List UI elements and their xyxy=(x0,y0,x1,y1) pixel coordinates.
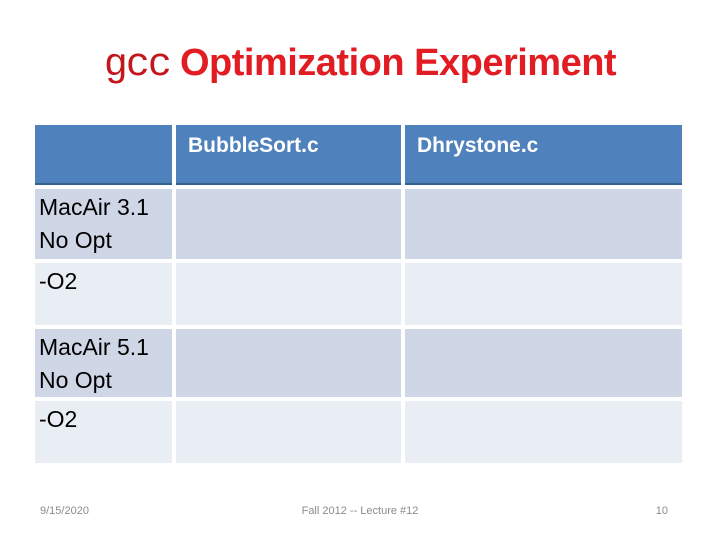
row-label-line: -O2 xyxy=(39,406,78,432)
row-label-macair31-noopt: MacAir 3.1 No Opt xyxy=(35,189,172,259)
title-text: Optimization Experiment xyxy=(179,42,617,84)
table-header-bubblesort: BubbleSort.c xyxy=(176,125,401,185)
results-table: BubbleSort.c Dhrystone.c MacAir 3.1 No O… xyxy=(35,125,682,463)
row-label-line: No Opt xyxy=(39,227,112,253)
table-header-empty xyxy=(35,125,172,185)
row-label-macair51-o2: -O2 xyxy=(35,401,172,463)
row-label-line: No Opt xyxy=(39,367,112,393)
row-label-line: -O2 xyxy=(39,268,78,294)
table-cell-bubblesort-macair51-o2 xyxy=(176,401,401,463)
table-cell-bubblesort-macair31 xyxy=(176,189,401,259)
title-code-gcc: gcc xyxy=(103,43,172,88)
row-label-line: MacAir 5.1 xyxy=(39,334,149,360)
table-cell-bubblesort-macair51 xyxy=(176,329,401,397)
footer-date: 9/15/2020 xyxy=(40,505,89,517)
row-label-macair31-o2: -O2 xyxy=(35,263,172,325)
table-cell-dhrystone-macair31-o2 xyxy=(405,263,682,325)
table-cell-dhrystone-macair51-o2 xyxy=(405,401,682,463)
slide-title: gcc Optimization Experiment xyxy=(0,42,720,88)
table-header-dhrystone: Dhrystone.c xyxy=(405,125,682,185)
table-cell-bubblesort-macair31-o2 xyxy=(176,263,401,325)
row-label-macair51-noopt: MacAir 5.1 No Opt xyxy=(35,329,172,397)
footer-slide-number: 10 xyxy=(655,505,668,517)
row-label-line: MacAir 3.1 xyxy=(39,194,149,220)
table-cell-dhrystone-macair31 xyxy=(405,189,682,259)
table-cell-dhrystone-macair51 xyxy=(405,329,682,397)
footer-lecture: Fall 2012 -- Lecture #12 xyxy=(301,505,419,517)
